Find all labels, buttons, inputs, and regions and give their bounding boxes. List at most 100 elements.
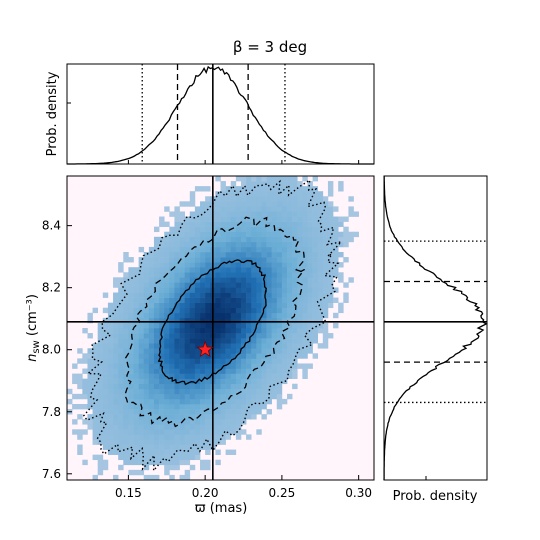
density-cell xyxy=(333,312,339,319)
density-cell xyxy=(225,358,232,364)
density-cell xyxy=(184,353,191,359)
density-cell xyxy=(312,201,319,207)
density-cell xyxy=(153,267,160,273)
density-cell xyxy=(194,348,201,354)
density-cell xyxy=(164,439,170,445)
density-cell xyxy=(225,302,232,309)
density-cell xyxy=(235,419,242,425)
density-cell xyxy=(281,196,288,202)
density-cell xyxy=(297,221,303,227)
density-cell xyxy=(123,419,129,425)
density-cell xyxy=(307,226,313,233)
density-cell xyxy=(235,363,242,369)
density-cell xyxy=(225,282,232,288)
density-cell xyxy=(123,434,129,440)
density-cell xyxy=(189,297,196,303)
density-cell xyxy=(312,191,319,197)
density-cell xyxy=(174,236,180,243)
density-cell xyxy=(220,404,226,410)
density-cell xyxy=(189,241,196,248)
density-cell xyxy=(271,206,278,212)
density-cell xyxy=(220,236,226,243)
density-cell xyxy=(138,292,145,298)
density-cell xyxy=(333,257,339,263)
density-cell xyxy=(276,181,283,187)
density-cell xyxy=(82,459,88,466)
density-cell xyxy=(159,216,165,222)
density-cell xyxy=(281,181,288,187)
density-cell xyxy=(261,322,267,329)
density-cell xyxy=(153,226,160,233)
density-cell xyxy=(266,363,272,369)
density-cell xyxy=(235,398,242,405)
density-cell xyxy=(138,469,145,476)
density-cell xyxy=(200,252,206,258)
density-cell xyxy=(133,267,139,273)
density-cell xyxy=(118,444,124,450)
density-cell xyxy=(153,388,160,395)
density-cell xyxy=(118,398,124,405)
density-cell xyxy=(118,409,124,415)
density-cell xyxy=(133,444,139,450)
density-cell xyxy=(159,383,165,390)
density-cell xyxy=(266,272,272,278)
density-cell xyxy=(240,282,247,288)
density-cell xyxy=(179,272,185,278)
density-cell xyxy=(271,358,278,364)
density-cell xyxy=(292,277,298,283)
y-marginal-frame xyxy=(383,175,488,481)
density-cell xyxy=(230,414,237,420)
density-cell xyxy=(164,398,170,405)
density-cell xyxy=(92,439,98,445)
density-cell xyxy=(287,211,293,217)
density-cell xyxy=(276,252,283,258)
density-cell xyxy=(297,191,303,197)
density-cell xyxy=(189,404,196,410)
density-cell xyxy=(92,353,98,359)
density-cell xyxy=(128,333,134,339)
density-cell xyxy=(240,267,247,273)
density-cell xyxy=(246,317,252,324)
density-cell xyxy=(118,297,124,303)
density-cell xyxy=(97,434,104,440)
density-cell xyxy=(184,363,191,369)
density-cell xyxy=(179,459,185,466)
density-cell xyxy=(297,353,303,359)
density-cell xyxy=(107,414,114,420)
density-cell xyxy=(271,373,278,379)
density-cell xyxy=(102,429,109,435)
density-cell xyxy=(225,353,232,359)
density-cell xyxy=(246,307,252,314)
density-cell xyxy=(230,257,237,263)
density-cell xyxy=(184,216,191,222)
density-cell xyxy=(297,216,303,222)
density-cell xyxy=(230,449,237,455)
density-cell xyxy=(230,363,237,369)
density-cell xyxy=(292,211,298,217)
density-cell xyxy=(148,353,155,359)
density-cell xyxy=(189,267,196,273)
density-cell xyxy=(118,464,124,471)
density-cell xyxy=(205,439,211,445)
density-cell xyxy=(113,429,119,435)
density-cell xyxy=(292,201,298,207)
density-cell xyxy=(113,277,119,283)
density-cell xyxy=(92,398,98,405)
density-cell xyxy=(287,353,293,359)
density-cell xyxy=(174,454,180,461)
density-cell xyxy=(333,206,339,212)
density-cell xyxy=(153,363,160,369)
density-cell xyxy=(133,439,139,445)
density-cell xyxy=(97,338,104,344)
density-cell xyxy=(200,231,206,238)
density-cell xyxy=(179,393,185,400)
density-cell xyxy=(128,328,134,334)
density-cell xyxy=(256,176,262,182)
density-cell xyxy=(317,312,324,319)
density-cell xyxy=(164,454,170,461)
density-cell xyxy=(292,267,298,273)
density-cell xyxy=(184,338,191,344)
density-cell xyxy=(230,206,237,212)
density-cell xyxy=(159,277,165,283)
density-cell xyxy=(225,393,232,400)
